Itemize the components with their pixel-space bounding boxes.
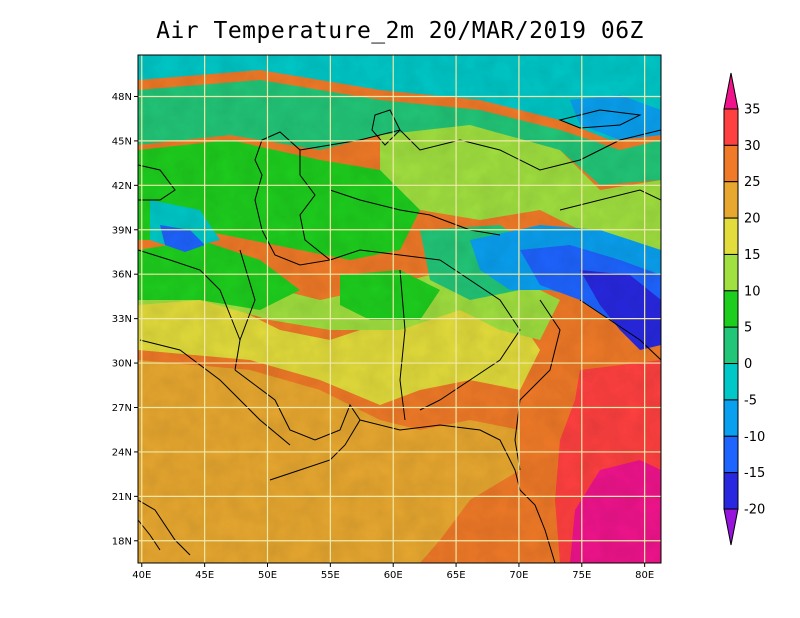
colorbar-label: 5	[744, 321, 752, 336]
colorbar-box	[723, 326, 739, 365]
y-tick-label: 21N	[112, 492, 132, 503]
x-tick-label: 40E	[132, 570, 151, 581]
makran-coast	[359, 419, 521, 491]
colorbar-label: -10	[744, 430, 765, 445]
y-tick-label: 36N	[112, 270, 132, 281]
x-tick-label: 50E	[258, 570, 277, 581]
colorbar-label: -15	[744, 466, 765, 481]
colorbar: 35 30 25 20 15 10 5 0 -5 -10 -15 -20	[723, 72, 765, 546]
y-tick-label: 33N	[112, 314, 132, 325]
colorbar-box	[723, 253, 739, 292]
colorbar-box	[723, 399, 739, 437]
iran-afghan-border	[399, 269, 406, 421]
afghan-pak-border	[419, 259, 521, 411]
colorbar-label: -20	[744, 503, 765, 518]
y-tick-label: 24N	[112, 447, 132, 458]
colorbar-label: 15	[744, 248, 761, 263]
saudi-border	[139, 339, 291, 446]
central-asia-borders	[299, 129, 661, 171]
y-tick-label: 39N	[112, 225, 132, 236]
plot-frame	[137, 54, 662, 564]
colorbar-box	[723, 290, 739, 328]
x-tick-label: 60E	[384, 570, 403, 581]
colorbar-box	[723, 144, 739, 183]
india-west-coast	[519, 489, 556, 563]
x-tick-label: 55E	[321, 570, 340, 581]
colorbar-label: -5	[744, 393, 757, 408]
colorbar-bottom-arrow	[723, 508, 739, 546]
colorbar-label: 10	[744, 284, 761, 299]
turkmen-border	[329, 249, 441, 261]
colorbar-top-arrow	[723, 72, 739, 110]
map-title: Air Temperature_2m 20/MAR/2019 06Z	[156, 18, 644, 44]
colorbar-label: 30	[744, 139, 761, 154]
persian-gulf-outline	[234, 369, 361, 481]
colorbar-label: 25	[744, 175, 761, 190]
colorbar-box	[723, 472, 739, 510]
y-tick-label: 18N	[112, 536, 132, 547]
colorbar-box	[723, 435, 739, 474]
black-sea-outline	[138, 164, 176, 201]
colorbar-box	[723, 363, 739, 401]
tibet-border	[579, 299, 661, 361]
balkhash-outline	[558, 109, 642, 129]
colorbar-label: 20	[744, 212, 761, 227]
iran-border	[234, 249, 256, 371]
y-tick-label: 45N	[112, 136, 132, 147]
x-tick-label: 75E	[572, 570, 591, 581]
x-tick-label: 45E	[195, 570, 214, 581]
china-border	[559, 189, 661, 211]
coastline-borders	[138, 109, 661, 563]
y-tick-label: 48N	[112, 92, 132, 103]
y-tick-label: 30N	[112, 359, 132, 370]
colorbar-box	[723, 108, 739, 146]
x-tick-label: 65E	[447, 570, 466, 581]
x-tick-label: 80E	[635, 570, 654, 581]
pak-india-border	[514, 299, 561, 471]
colorbar-label: 35	[744, 103, 761, 118]
colorbar-label: 0	[744, 357, 752, 372]
arabia-coast	[138, 499, 191, 556]
aral-sea-outline	[371, 109, 401, 146]
colorbar-box	[723, 181, 739, 219]
map-axes: 40E 45E 50E 55E 60E 65E 70E 75E 80E 18N 21N 24N 27N 3…	[112, 92, 654, 581]
y-tick-label: 42N	[112, 181, 132, 192]
y-tick-label: 27N	[112, 403, 132, 414]
x-tick-label: 70E	[509, 570, 528, 581]
colorbar-box	[723, 217, 739, 255]
uzbek-border	[329, 189, 501, 236]
map-grid	[138, 55, 661, 563]
turkey-iraq-border	[138, 249, 241, 341]
temperature-field	[138, 55, 661, 563]
